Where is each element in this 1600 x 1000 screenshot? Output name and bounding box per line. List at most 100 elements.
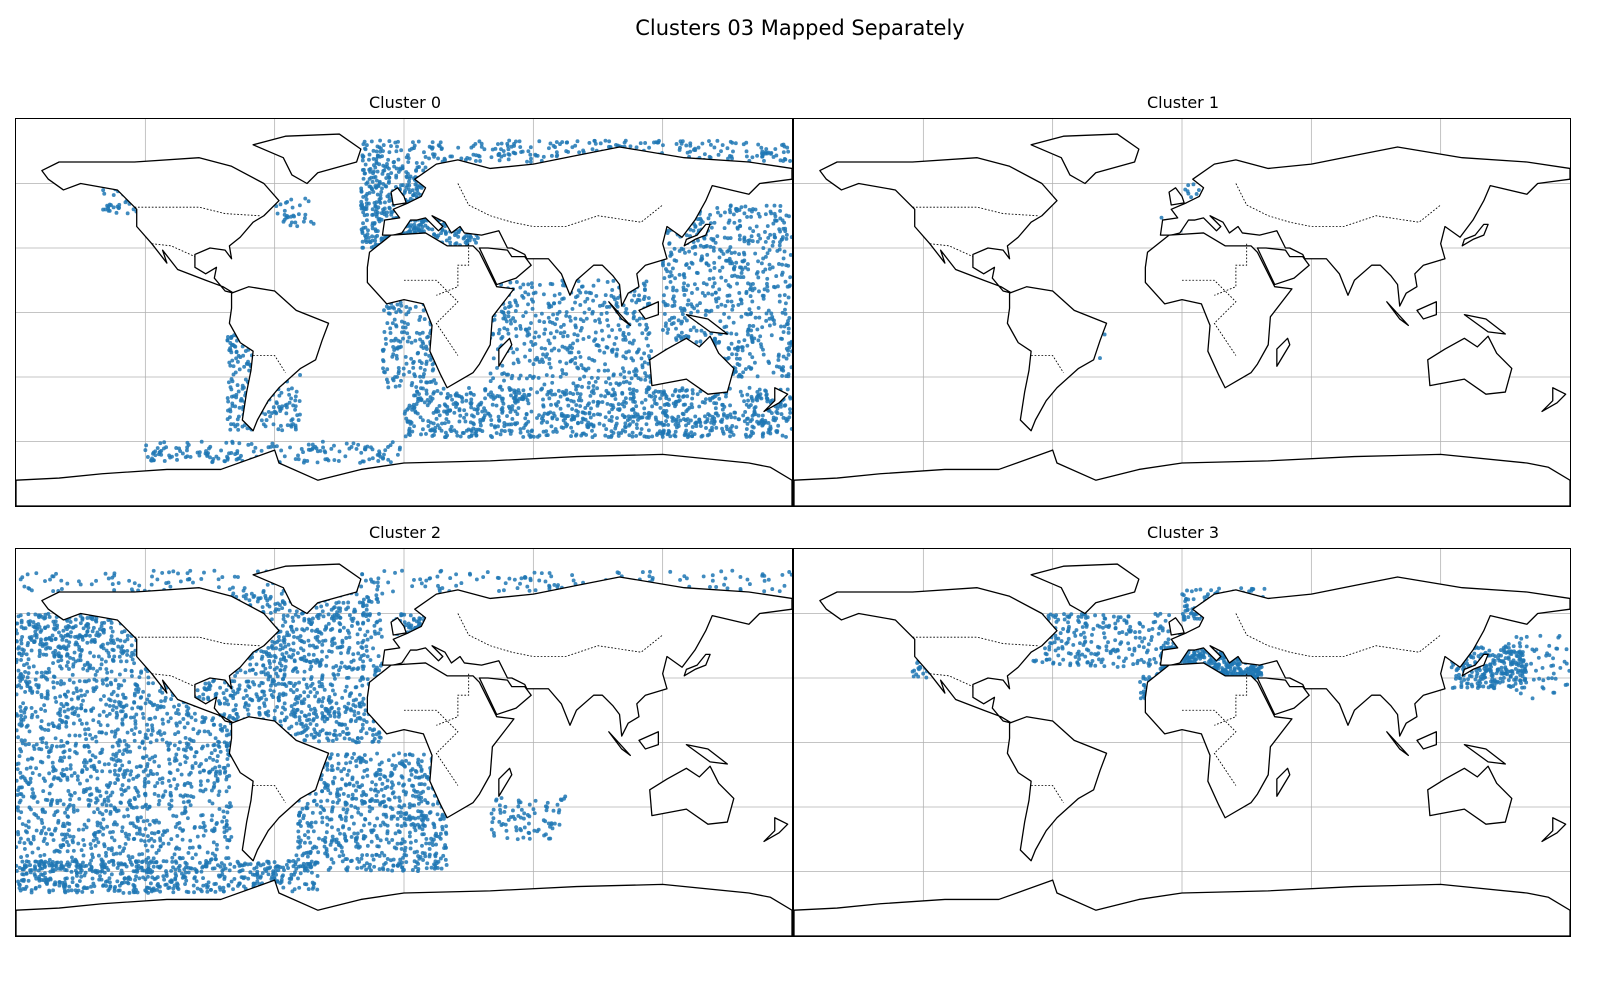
data-point	[287, 392, 292, 397]
data-point	[82, 822, 87, 827]
data-point	[116, 686, 121, 690]
data-point	[777, 299, 782, 304]
data-point	[69, 697, 74, 702]
land-outline	[228, 286, 330, 432]
data-point	[381, 456, 386, 460]
data-point	[133, 722, 138, 726]
data-point	[229, 451, 234, 455]
data-point	[770, 317, 775, 321]
data-point	[178, 762, 183, 767]
data-point	[165, 828, 170, 833]
data-point	[306, 442, 311, 447]
data-point	[502, 326, 507, 331]
data-point	[181, 800, 186, 805]
data-point	[51, 776, 56, 781]
data-point	[751, 281, 755, 286]
data-point	[529, 339, 534, 344]
data-point	[234, 457, 239, 462]
data-point	[704, 426, 708, 430]
data-point	[159, 732, 163, 737]
data-point	[708, 212, 713, 217]
data-point	[733, 366, 738, 371]
data-point	[596, 343, 601, 348]
data-point	[541, 154, 546, 159]
data-point	[635, 318, 639, 323]
data-point	[136, 773, 141, 778]
data-point	[746, 267, 751, 272]
data-point	[501, 401, 506, 406]
data-point	[106, 795, 110, 800]
data-point	[573, 356, 578, 360]
data-point	[101, 709, 106, 714]
data-point	[604, 380, 608, 385]
data-point	[361, 226, 366, 230]
data-point	[195, 688, 200, 693]
data-point	[98, 666, 103, 671]
data-point	[450, 397, 455, 402]
data-point	[144, 443, 149, 448]
data-point	[597, 348, 602, 353]
data-point	[137, 852, 142, 857]
data-point	[717, 287, 722, 292]
data-point	[424, 347, 429, 351]
data-point	[102, 694, 106, 698]
data-point	[79, 702, 84, 707]
data-point	[218, 749, 223, 754]
data-point	[780, 433, 785, 438]
data-point	[703, 313, 708, 317]
data-point	[16, 832, 21, 837]
data-point	[533, 330, 538, 335]
data-point	[376, 217, 381, 222]
data-point	[16, 692, 19, 697]
data-point	[390, 440, 395, 445]
data-point	[670, 266, 675, 271]
data-point	[175, 833, 180, 838]
data-point	[544, 354, 548, 359]
data-point	[723, 394, 728, 399]
data-point	[515, 421, 520, 425]
data-point	[422, 368, 427, 372]
data-point	[246, 442, 251, 447]
data-point	[478, 423, 483, 428]
data-point	[430, 368, 435, 373]
data-point	[387, 199, 392, 203]
data-point	[671, 416, 676, 421]
data-point	[359, 203, 363, 208]
data-point	[722, 413, 726, 418]
data-point	[528, 159, 533, 164]
data-point	[75, 777, 80, 782]
land-outline	[252, 133, 362, 185]
data-point	[478, 420, 483, 425]
data-point	[592, 358, 597, 363]
data-point	[667, 241, 672, 246]
data-point	[525, 398, 530, 403]
data-point	[68, 797, 73, 802]
data-point	[30, 787, 35, 792]
data-point	[48, 784, 53, 789]
data-point	[430, 140, 435, 145]
data-point	[546, 338, 551, 343]
data-point	[120, 783, 125, 788]
data-point	[554, 150, 559, 155]
data-point	[406, 160, 411, 164]
data-point	[195, 834, 200, 839]
data-point	[509, 321, 513, 326]
data-point	[417, 392, 421, 396]
data-point	[160, 737, 165, 742]
data-point	[643, 377, 648, 382]
data-point	[295, 224, 300, 229]
data-point	[247, 368, 252, 373]
data-point	[207, 755, 212, 760]
data-point	[690, 396, 695, 401]
data-point	[764, 318, 769, 323]
data-point	[108, 680, 113, 685]
data-point	[608, 144, 613, 149]
data-point	[103, 659, 108, 664]
data-point	[201, 789, 206, 794]
data-point	[116, 682, 121, 687]
data-point	[406, 310, 411, 315]
data-point	[410, 404, 415, 409]
data-point	[152, 839, 157, 843]
data-point	[591, 298, 596, 303]
data-point	[128, 798, 132, 803]
